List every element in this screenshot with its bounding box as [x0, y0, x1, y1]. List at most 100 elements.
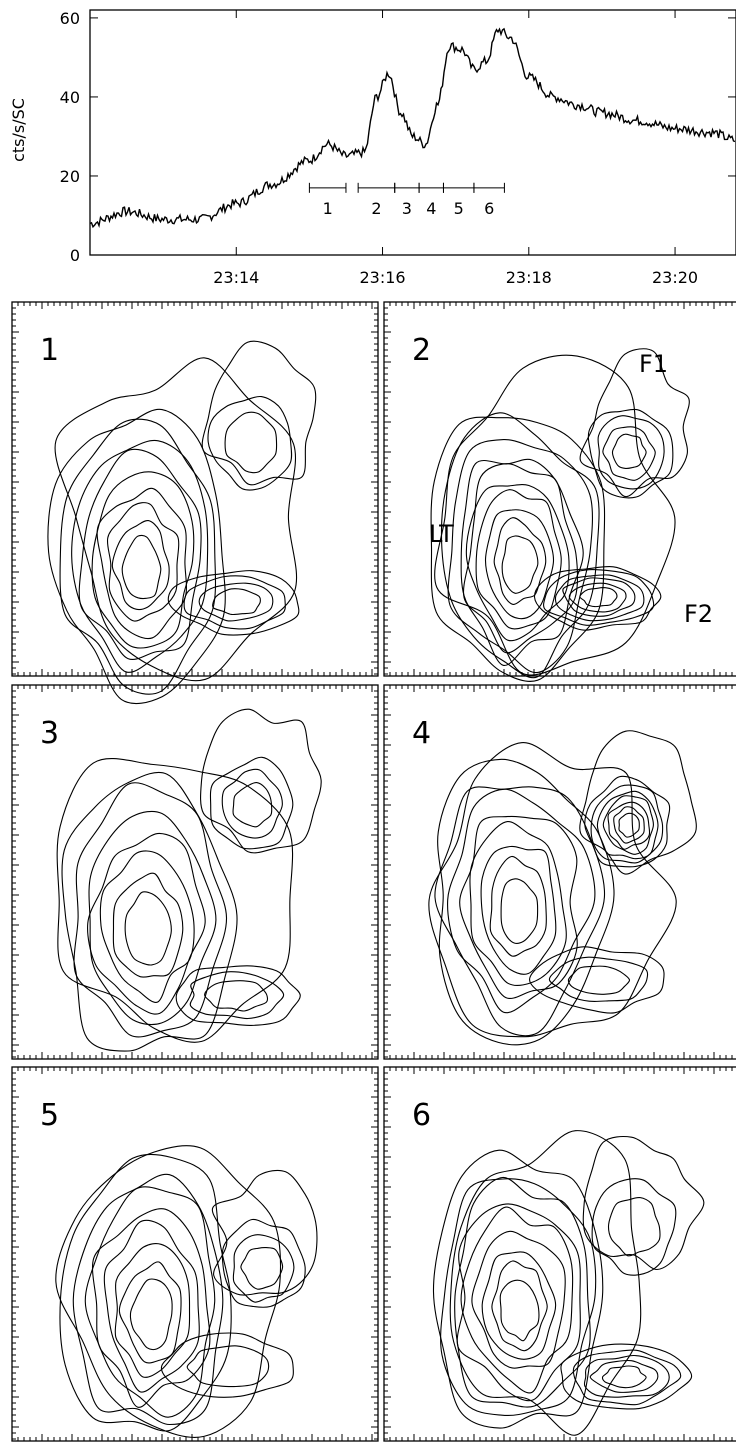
- contour-lt: [471, 1230, 566, 1369]
- contour-f2: [204, 980, 269, 1012]
- contour-f1: [207, 395, 293, 491]
- x-tick-label: 23:20: [652, 268, 698, 287]
- interval-label: 6: [484, 199, 494, 218]
- y-axis-label: cts/s/SC: [9, 98, 28, 162]
- contour-envelope: [54, 357, 298, 682]
- contour-lt: [484, 509, 555, 620]
- contour-lt: [491, 1260, 548, 1352]
- contour-envelope: [428, 742, 677, 1038]
- contour-envelope: [582, 1135, 705, 1271]
- contour-f2: [567, 965, 631, 995]
- contour-lt: [447, 788, 596, 1014]
- contour-lt: [475, 489, 562, 630]
- contour-f2: [198, 582, 274, 622]
- contour-f1: [607, 801, 651, 850]
- contour-lt: [500, 878, 539, 944]
- contour-envelope: [434, 354, 676, 676]
- contour-lt: [489, 855, 547, 957]
- contour-lt: [493, 517, 547, 605]
- contour-lt: [124, 891, 172, 966]
- panel-frame: [11, 684, 379, 1060]
- x-tick-label: 23:18: [506, 268, 552, 287]
- contour-lt: [59, 418, 217, 695]
- contour-f1: [221, 1218, 306, 1308]
- x-axis: 23:14 23:16 23:18 23:20: [213, 10, 698, 287]
- contour-f2: [529, 946, 665, 1014]
- contour-f2: [189, 971, 285, 1020]
- panel-annotation: LT: [429, 520, 454, 548]
- contour-lt: [501, 535, 539, 594]
- panel-label: 4: [412, 716, 431, 751]
- contour-f1: [584, 775, 671, 868]
- contour-f2: [186, 1345, 270, 1388]
- contour-envelope: [201, 340, 317, 486]
- contour-lt: [47, 408, 226, 705]
- contour-lt: [465, 483, 570, 642]
- contour-f2: [568, 582, 627, 613]
- contour-lt: [454, 1176, 591, 1408]
- contour-f1: [587, 408, 674, 499]
- contour-panel: 6: [383, 1066, 736, 1442]
- panel-frame: [11, 301, 379, 677]
- contour-lt: [480, 845, 557, 975]
- contour-lt: [440, 1178, 597, 1417]
- contour-envelope: [579, 730, 697, 875]
- panel-frame: [383, 684, 736, 1060]
- contour-f2: [560, 1343, 693, 1410]
- contour-lt: [481, 1251, 557, 1360]
- contour-f1: [240, 1247, 284, 1290]
- x-tick-label: 23:14: [213, 268, 259, 287]
- contour-panel: 5: [11, 1066, 379, 1442]
- contour-f2: [160, 1332, 294, 1398]
- contour-f2: [554, 574, 645, 622]
- interval-label: 3: [402, 199, 412, 218]
- contour-envelope: [211, 1169, 318, 1296]
- contour-f2: [583, 1354, 670, 1398]
- panel-label: 1: [40, 333, 59, 368]
- contour-f2: [543, 569, 655, 626]
- contour-f2: [601, 1365, 647, 1389]
- y-tick-label: 40: [60, 88, 80, 107]
- contour-lt: [91, 1208, 211, 1408]
- contour-f1: [602, 426, 656, 481]
- contour-f2: [183, 575, 286, 630]
- contour-f1: [232, 1234, 295, 1303]
- contour-envelope: [579, 348, 690, 498]
- panel-label: 6: [412, 1098, 431, 1133]
- contour-lt: [469, 821, 567, 986]
- x-tick-label: 23:16: [359, 268, 405, 287]
- contour-lt: [99, 850, 195, 1003]
- contour-envelope: [56, 757, 294, 1043]
- contour-lt: [462, 463, 579, 654]
- contour-f2: [548, 956, 649, 1002]
- contour-f1: [224, 411, 278, 474]
- contour-lt: [460, 1206, 574, 1394]
- contour-lt: [434, 786, 605, 1037]
- contour-f2: [212, 588, 261, 616]
- contour-lt: [112, 872, 184, 978]
- contour-f2: [167, 570, 300, 636]
- y-tick-label: 20: [60, 167, 80, 186]
- interval-label: 4: [426, 199, 436, 218]
- contour-lt: [432, 1149, 604, 1429]
- contour-lt: [103, 1219, 200, 1393]
- contour-lt: [111, 519, 170, 611]
- y-tick-label: 60: [60, 9, 80, 28]
- contour-lt: [114, 1243, 191, 1378]
- contour-lt: [71, 439, 209, 673]
- contour-f2: [175, 965, 301, 1026]
- panel-label: 2: [412, 333, 431, 368]
- contour-lt: [430, 416, 606, 682]
- contour-f2: [533, 566, 662, 631]
- y-tick-label: 0: [70, 246, 80, 265]
- interval-label: 2: [371, 199, 381, 218]
- contour-lt: [88, 810, 217, 1026]
- contour-f1: [618, 812, 640, 838]
- contour-lt: [87, 832, 206, 1015]
- contour-f1: [221, 768, 283, 839]
- contour-f1: [597, 415, 665, 490]
- contour-f2: [589, 1359, 659, 1393]
- contour-lt: [84, 1186, 216, 1418]
